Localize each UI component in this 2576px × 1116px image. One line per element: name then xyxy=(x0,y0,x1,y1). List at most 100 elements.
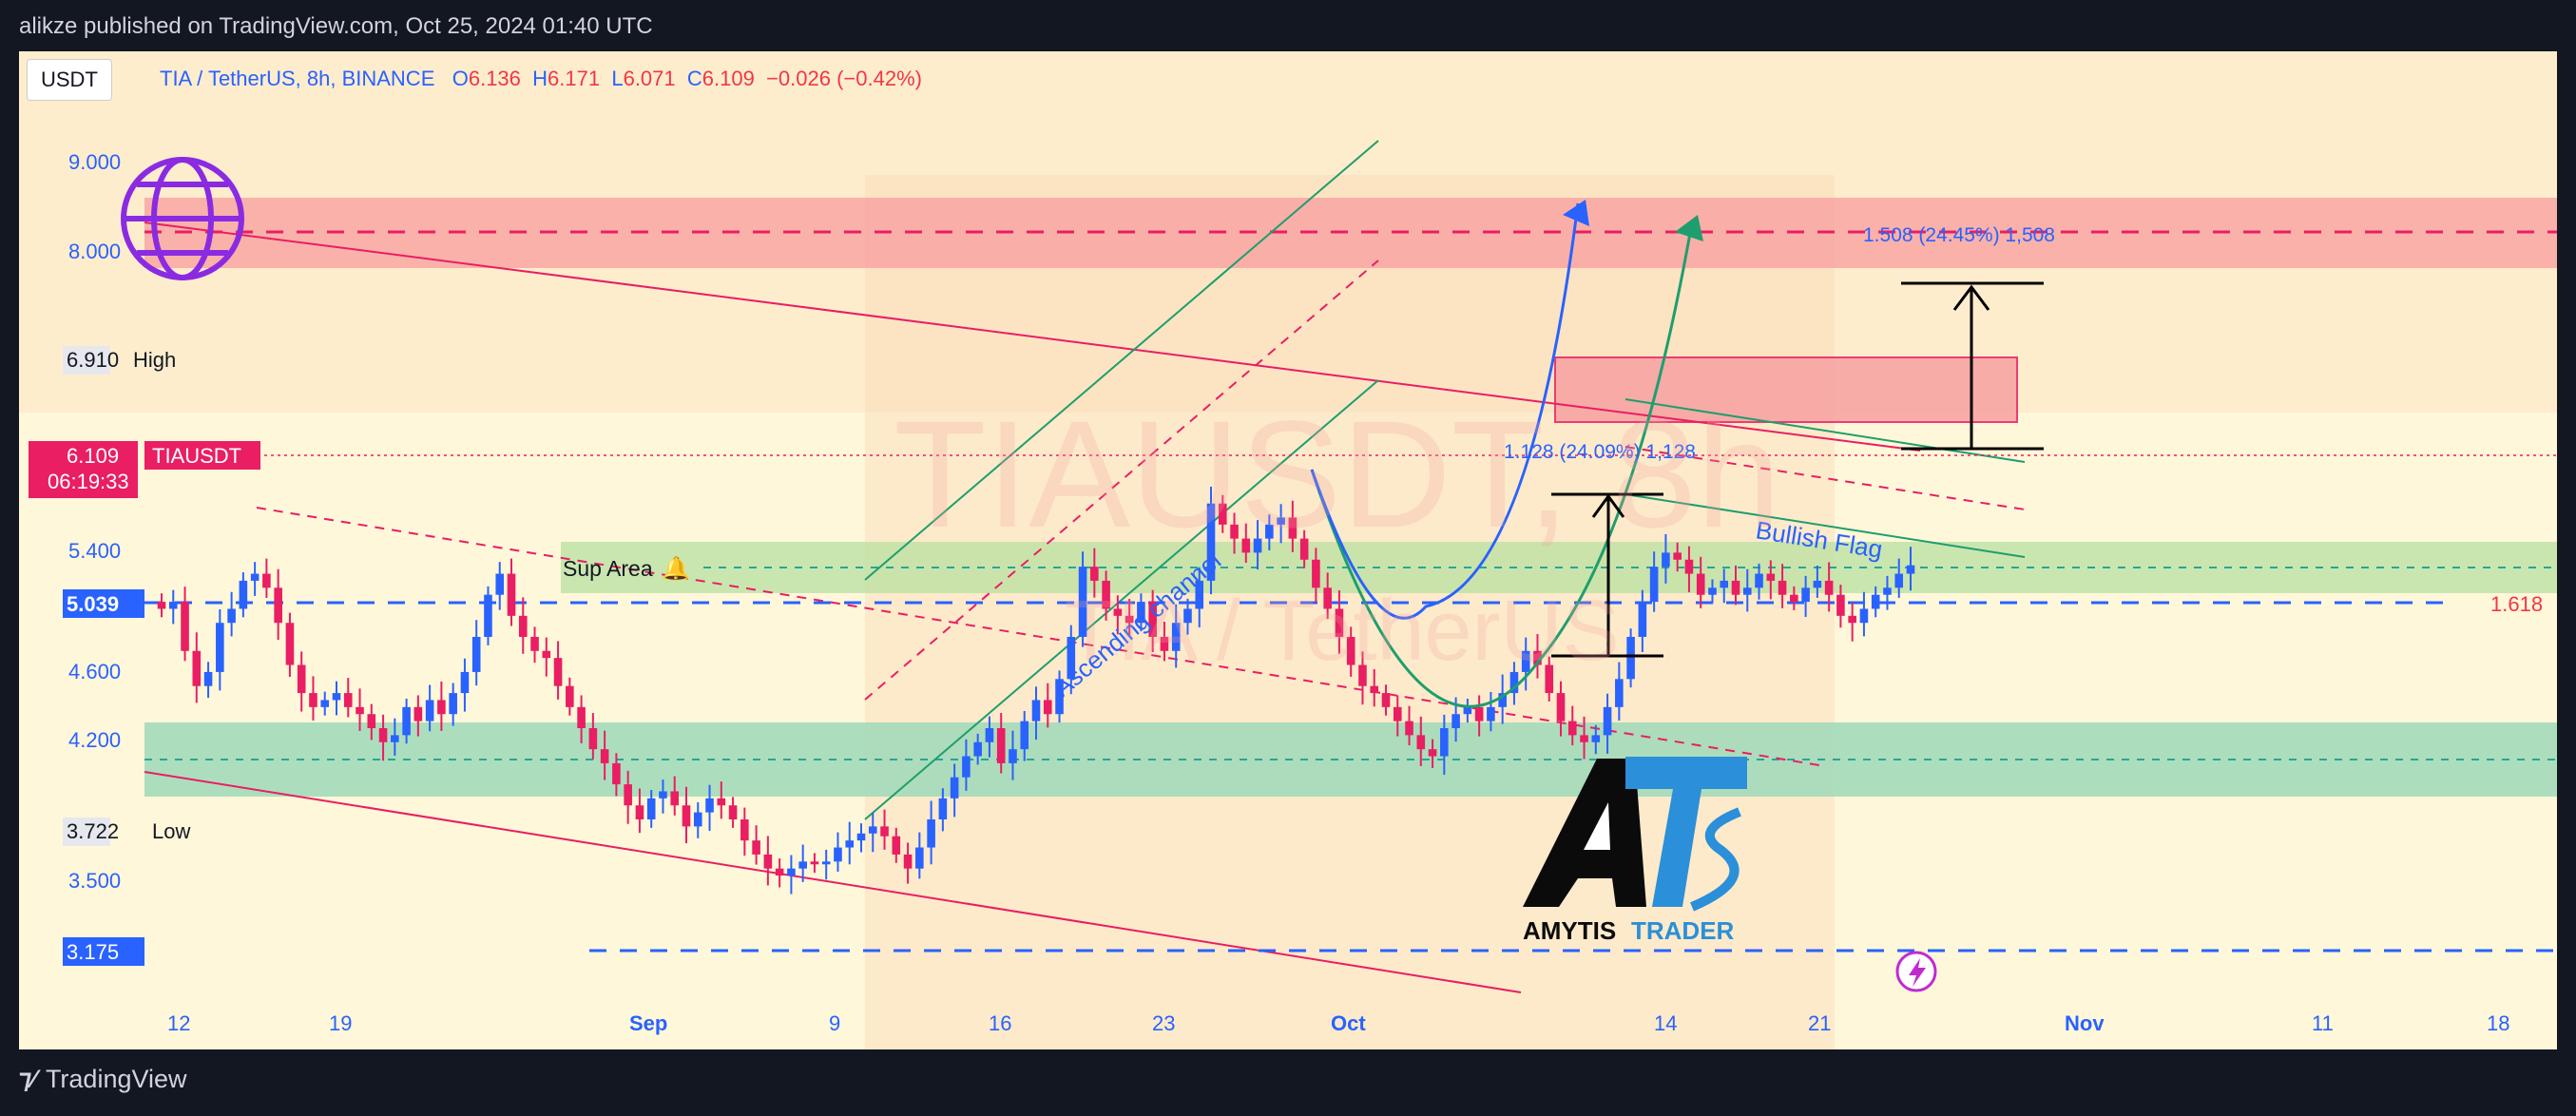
candle-body xyxy=(1545,664,1554,694)
candle-body xyxy=(518,615,528,637)
candle-body xyxy=(1720,580,1729,588)
candle-body xyxy=(1031,700,1041,722)
candle-body xyxy=(285,623,295,665)
candle-body xyxy=(810,861,819,865)
candle-body xyxy=(892,836,901,855)
high-tag-bg xyxy=(63,346,110,375)
candle-body xyxy=(309,693,317,707)
x-tick-label: 14 xyxy=(1654,1011,1677,1035)
candle-body xyxy=(728,805,738,819)
candle-body xyxy=(1487,706,1495,722)
measure-1-label: 1.128 (24.09%) 1,128 xyxy=(1504,441,1696,463)
candle-body xyxy=(1393,706,1402,722)
candle-body xyxy=(1567,721,1577,736)
candle-body xyxy=(1067,637,1076,680)
high-label-legend: H xyxy=(532,67,548,90)
candle-body xyxy=(1906,565,1915,574)
candle-body xyxy=(985,728,994,742)
x-axis: 12 19 Sep 9 16 23 Oct 14 21 Nov 11 18 xyxy=(167,1011,2509,1035)
candle-body xyxy=(856,833,866,841)
candle-body xyxy=(1859,608,1869,624)
candle-body xyxy=(1160,637,1169,651)
candle-body xyxy=(868,826,877,834)
candle-body xyxy=(927,819,935,848)
candle-body xyxy=(391,735,399,742)
watermark-name: TIA / TetherUS xyxy=(1065,584,1620,679)
candle-body xyxy=(1591,735,1601,742)
candle-body xyxy=(938,798,948,819)
fib-level-label: 1.618 xyxy=(2490,592,2543,616)
candle-body xyxy=(787,868,796,876)
cup-curve xyxy=(1310,221,1694,708)
candle-body xyxy=(542,650,551,659)
footer: ⁊⁄ TradingView xyxy=(19,1065,187,1094)
candle-body xyxy=(1883,587,1892,595)
candle-body xyxy=(1603,706,1612,736)
close-label: C xyxy=(686,67,702,90)
candle-body xyxy=(1533,650,1542,665)
candle-body xyxy=(1463,706,1472,715)
candle-body xyxy=(646,798,656,819)
level-3175-label: 3.175 xyxy=(67,940,119,964)
candle-body xyxy=(530,637,539,651)
globe-icon xyxy=(121,157,244,280)
candle-body xyxy=(1253,538,1262,553)
candle-body xyxy=(402,706,411,736)
candle-body xyxy=(297,664,306,694)
candle-body xyxy=(1009,749,1017,763)
candle-body xyxy=(1171,623,1181,651)
candle-body xyxy=(356,706,364,715)
candle-body xyxy=(834,847,842,862)
symbol-tag: TIAUSDT xyxy=(152,444,241,468)
candle-body xyxy=(1626,637,1635,680)
currency-selector[interactable]: USDT xyxy=(27,59,112,101)
high-value: 6.171 xyxy=(548,67,601,90)
candle-body xyxy=(705,798,714,813)
target-box xyxy=(1554,356,2018,423)
candle-body xyxy=(413,706,423,722)
candle-body xyxy=(239,580,248,609)
y-tick-label: 4.200 xyxy=(68,728,121,752)
y-tick-label: 5.400 xyxy=(68,539,121,563)
candle-body xyxy=(1335,608,1344,637)
candle-body xyxy=(1790,594,1798,603)
low-label: Low xyxy=(152,819,190,843)
x-tick-label: 19 xyxy=(329,1011,352,1035)
candle-body xyxy=(1148,602,1157,637)
candle-body xyxy=(1078,567,1087,637)
chart-canvas[interactable]: 9.000 8.000 5.400 4.600 4.200 3.500 6.91… xyxy=(19,51,2557,1049)
candle-body xyxy=(880,826,889,837)
candle-body xyxy=(1299,538,1309,560)
candle-body xyxy=(471,637,481,672)
candle-body xyxy=(1708,587,1717,595)
candle-body xyxy=(588,728,598,750)
candle-body xyxy=(763,854,773,869)
level-5039-tag xyxy=(63,589,144,618)
candle-body xyxy=(775,868,784,876)
logo-word-2: TRADER xyxy=(1631,916,1735,945)
candle-body xyxy=(168,602,178,609)
x-tick-label: Nov xyxy=(2065,1011,2105,1035)
candle-body xyxy=(1416,735,1426,750)
candle-body xyxy=(553,658,563,686)
ascending-channel-upper xyxy=(864,140,1379,581)
candle-body xyxy=(1662,552,1670,568)
candle-body xyxy=(378,728,388,742)
lightning-icon[interactable] xyxy=(1895,951,1937,992)
candle-body xyxy=(1498,693,1507,707)
candle-body xyxy=(752,840,760,855)
open-value: 6.136 xyxy=(468,67,521,90)
y-axis: 9.000 8.000 5.400 4.600 4.200 3.500 xyxy=(68,150,121,893)
candle-body xyxy=(798,861,807,869)
logo-word-1: AMYTIS xyxy=(1523,916,1616,945)
candle-body xyxy=(1813,580,1822,588)
current-price-label: 6.109 xyxy=(67,444,119,468)
sup-area-label: Sup Area xyxy=(563,556,653,581)
candle-body xyxy=(367,714,376,728)
candle-body xyxy=(1696,573,1705,595)
candle-body xyxy=(845,840,855,848)
candle-body xyxy=(1370,685,1379,694)
x-tick-label: 12 xyxy=(167,1011,190,1035)
chart-panel[interactable]: 9.000 8.000 5.400 4.600 4.200 3.500 6.91… xyxy=(19,51,2557,1049)
candle-body xyxy=(1381,693,1391,707)
